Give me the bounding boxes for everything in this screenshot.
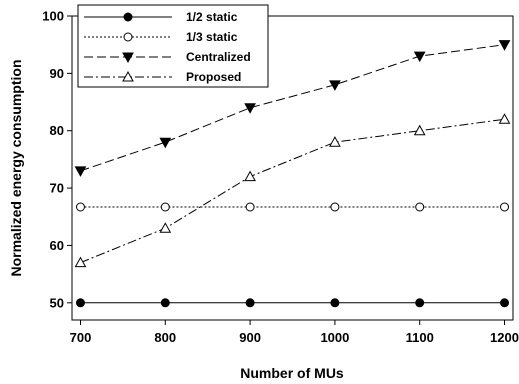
y-tick-label: 100 (42, 9, 64, 24)
data-point (76, 299, 84, 307)
y-tick-label: 90 (50, 66, 64, 81)
x-tick-label: 800 (154, 330, 176, 345)
x-tick-label: 1100 (406, 330, 434, 345)
data-point (416, 299, 424, 307)
x-tick-label: 1200 (490, 330, 519, 345)
y-tick-label: 80 (50, 123, 64, 138)
y-tick-label: 60 (50, 238, 64, 253)
y-tick-label: 50 (50, 295, 64, 310)
y-axis-label: Normalized energy consumption (8, 59, 24, 276)
legend: 1/2 static 1/3 static Centralized Proposed (78, 5, 268, 87)
legend-label: 1/2 static (186, 10, 238, 24)
data-point (76, 203, 84, 211)
series-1-3-static (76, 203, 508, 211)
series-line (80, 119, 504, 262)
x-axis-label: Number of MUs (240, 365, 344, 381)
data-point (500, 41, 510, 50)
data-point (415, 126, 425, 135)
x-tick-label: 1000 (320, 330, 349, 345)
data-point (75, 167, 85, 176)
y-tick-label: 70 (50, 181, 64, 196)
data-point (75, 258, 85, 267)
data-point (161, 203, 169, 211)
data-point (415, 52, 425, 61)
data-point (500, 114, 510, 123)
data-point (161, 299, 169, 307)
data-point (501, 299, 509, 307)
data-point (416, 203, 424, 211)
data-point (160, 138, 170, 147)
legend-marker (124, 33, 132, 41)
data-point (331, 203, 339, 211)
legend-label: 1/3 static (186, 30, 238, 44)
legend-label: Proposed (186, 70, 241, 84)
data-point (246, 299, 254, 307)
legend-marker (124, 13, 132, 21)
x-tick-label: 900 (239, 330, 261, 345)
y-axis: 50 60 70 80 90 100 (42, 9, 72, 311)
series-1-2-static (76, 299, 508, 307)
data-point (246, 203, 254, 211)
x-tick-label: 700 (70, 330, 92, 345)
x-axis: 700 800 900 1000 1100 1200 (70, 320, 519, 345)
data-point (245, 104, 255, 113)
data-point (160, 223, 170, 232)
data-point (501, 203, 509, 211)
data-point (245, 172, 255, 181)
data-point (331, 299, 339, 307)
series-proposed (75, 114, 509, 266)
legend-label: Centralized (186, 50, 251, 64)
